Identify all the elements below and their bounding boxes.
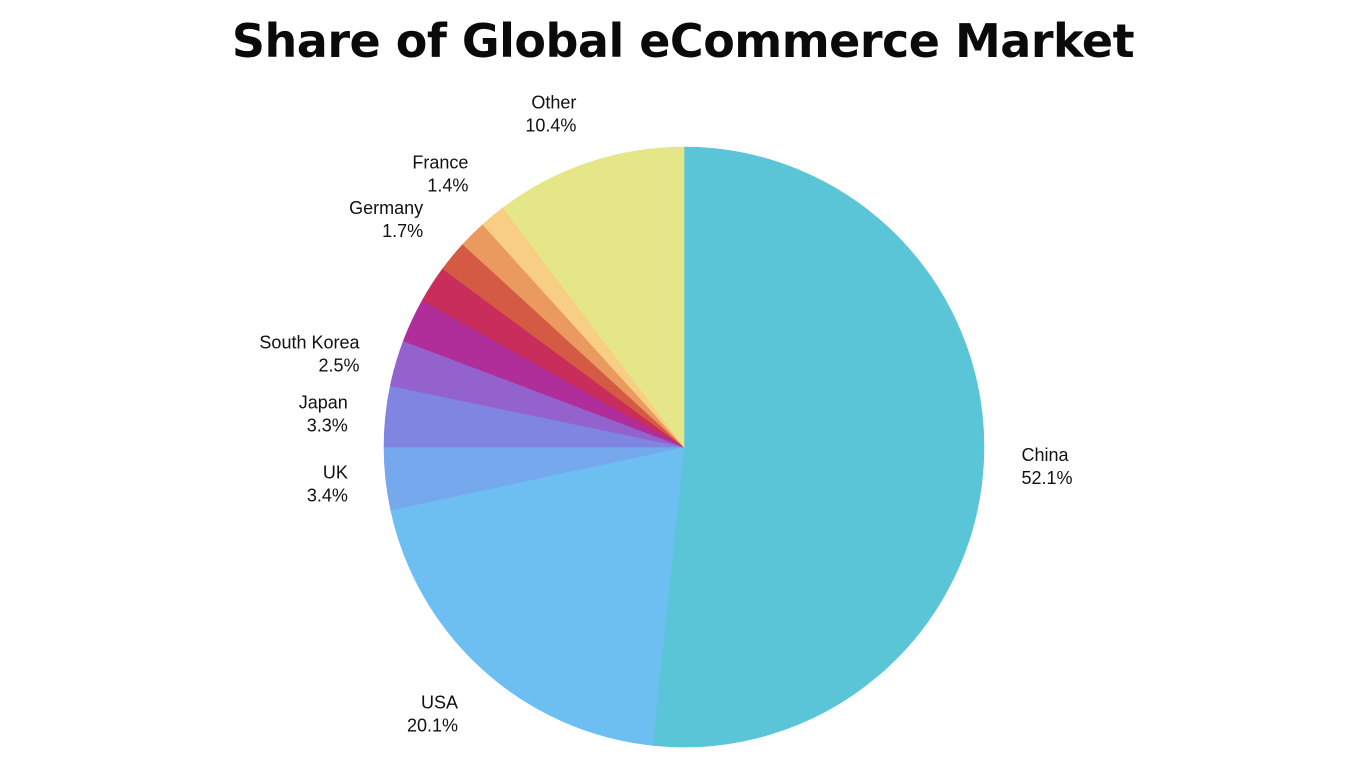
pie-labels: China 52.1% USA 20.1% UK 3.4% Japan 3.3% South K… bbox=[259, 93, 1072, 736]
slice-value-germany: 1.7% bbox=[382, 221, 423, 241]
slice-value-other: 10.4% bbox=[525, 116, 576, 136]
slice-label-japan: Japan bbox=[299, 392, 348, 412]
slice-label-south-korea: South Korea bbox=[259, 332, 360, 352]
slice-label-germany: Germany bbox=[349, 198, 423, 218]
slice-label-other: Other bbox=[531, 93, 576, 113]
slice-label-usa: USA bbox=[421, 692, 458, 712]
pie-slice-other bbox=[502, 146, 685, 448]
pie-slice-china bbox=[651, 146, 985, 748]
slice-label-france: France bbox=[412, 153, 468, 173]
slice-value-japan: 3.3% bbox=[307, 415, 348, 435]
slice-value-france: 1.4% bbox=[427, 176, 468, 196]
slice-value-china: 52.1% bbox=[1022, 468, 1073, 488]
chart-title: Share of Global eCommerce Market bbox=[231, 14, 1135, 68]
slice-value-usa: 20.1% bbox=[407, 715, 458, 735]
slice-label-uk: UK bbox=[323, 463, 348, 483]
slice-value-south-korea: 2.5% bbox=[318, 355, 359, 375]
slice-label-china: China bbox=[1022, 445, 1070, 465]
pie-slice-usa bbox=[390, 446, 685, 746]
slice-value-uk: 3.4% bbox=[307, 486, 348, 506]
pie-slices bbox=[383, 146, 985, 748]
